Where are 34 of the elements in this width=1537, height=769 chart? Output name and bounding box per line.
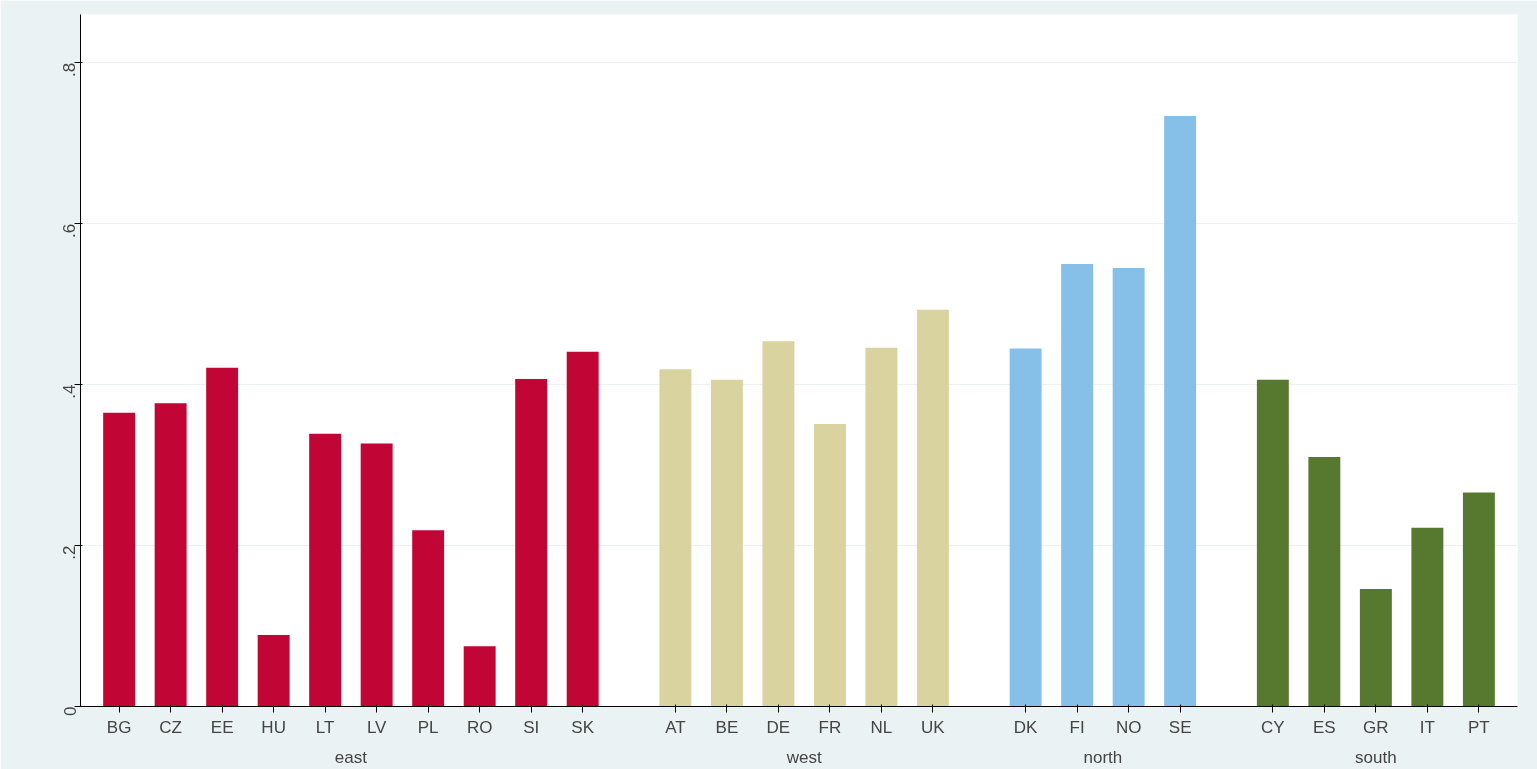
x-tick-label: LV [366,717,388,737]
x-tick-label: SE [1168,717,1192,737]
x-tick-label: LT [315,717,335,737]
x-tick-label: DK [1013,717,1039,737]
text: east [334,747,368,767]
x-tick-label: SI [523,717,540,737]
x-tick-label: UK [921,717,946,737]
x-tick-label: AT [665,717,686,737]
y-tick-label: 0 [60,706,80,716]
x-tick-label: BE [715,717,739,737]
y-tick-label: .2 [60,545,80,560]
x-tick-label: IT [1419,717,1435,737]
x-tick-label: RO [466,717,493,737]
y-tick-label: .8 [60,62,80,77]
x-tick-label: CY [1261,717,1285,737]
x-tick-label: FI [1069,717,1085,737]
x-tick-label: DE [766,717,791,737]
x-tick-label: CZ [159,717,182,737]
x-tick-label: BG [106,717,132,737]
x-tick-label: ES [1313,717,1336,737]
y-tick-label: .6 [60,223,80,238]
y-tick-label: .4 [60,384,80,399]
x-tick-label: EE [210,717,234,737]
x-tick-label: PT [1468,717,1490,737]
text: south [1355,747,1397,767]
text: north [1083,747,1123,767]
x-tick-label: SK [571,717,595,737]
x-tick-label: HU [261,717,286,737]
x-tick-label: FR [818,717,842,737]
x-tick-label: GR [1363,717,1389,737]
x-tick-label: PL [417,717,439,737]
x-tick-label: NL [870,717,893,737]
text: west [785,747,822,767]
x-tick-label: NO [1115,717,1142,737]
